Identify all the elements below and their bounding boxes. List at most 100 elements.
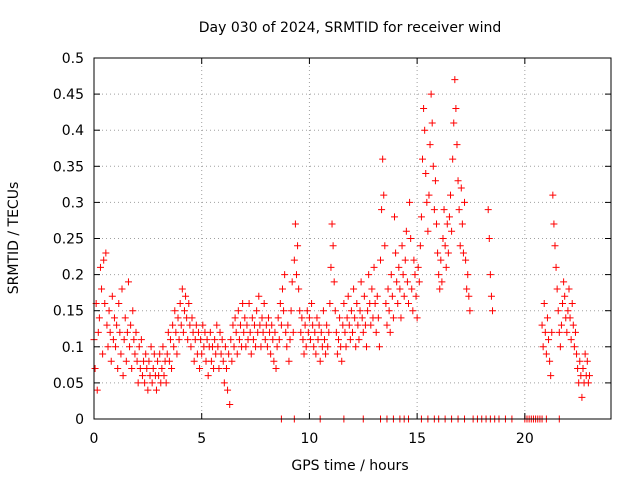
data-point: [554, 307, 562, 315]
data-point: [431, 177, 439, 185]
data-point: [551, 242, 559, 250]
data-point: [410, 256, 418, 264]
data-point: [487, 292, 495, 300]
data-point: [133, 357, 141, 365]
data-point: [287, 307, 295, 315]
data-point: [260, 299, 268, 307]
data-point: [403, 278, 411, 286]
data-point: [360, 292, 368, 300]
data-point: [374, 314, 382, 322]
data-point: [211, 336, 219, 344]
data-point: [422, 170, 430, 178]
data-point: [322, 350, 330, 358]
data-point: [331, 307, 339, 315]
data-point: [199, 321, 207, 329]
data-point: [300, 350, 308, 358]
data-point: [584, 379, 592, 387]
data-point: [548, 328, 556, 336]
data-point: [170, 343, 178, 351]
data-point: [192, 321, 200, 329]
data-point: [430, 206, 438, 214]
data-point: [367, 321, 375, 329]
data-point: [568, 299, 576, 307]
y-tick-label: 0.35: [53, 159, 84, 175]
data-point: [96, 263, 104, 271]
data-point: [243, 321, 251, 329]
data-point: [229, 321, 237, 329]
data-point: [409, 307, 417, 315]
data-point: [556, 343, 564, 351]
data-point: [234, 307, 242, 315]
data-point: [489, 307, 497, 315]
data-point: [416, 242, 424, 250]
data-point: [164, 328, 172, 336]
data-point: [358, 314, 366, 322]
data-point: [433, 220, 441, 228]
plot-frame: [93, 57, 612, 420]
data-point: [426, 141, 434, 149]
data-point: [303, 307, 311, 315]
data-point: [154, 357, 162, 365]
data-point: [553, 285, 561, 293]
data-point: [559, 299, 567, 307]
data-point: [271, 328, 279, 336]
data-point: [160, 372, 168, 380]
data-point: [144, 386, 152, 394]
data-point: [231, 314, 239, 322]
data-point: [396, 285, 404, 293]
data-point: [118, 285, 126, 293]
data-point: [316, 357, 324, 365]
data-point: [281, 271, 289, 279]
data-point: [354, 321, 362, 329]
data-point: [232, 328, 240, 336]
data-point: [357, 278, 365, 286]
data-point: [347, 307, 355, 315]
data-point: [91, 364, 99, 372]
data-point: [280, 307, 288, 315]
data-point: [365, 271, 373, 279]
data-point: [178, 285, 186, 293]
data-point: [345, 321, 353, 329]
data-point: [277, 321, 285, 329]
data-point: [132, 328, 140, 336]
data-point: [333, 350, 341, 358]
data-point: [324, 343, 332, 351]
data-point: [435, 271, 443, 279]
data-point: [276, 299, 284, 307]
data-point: [114, 364, 122, 372]
data-point: [359, 328, 367, 336]
data-point: [315, 321, 323, 329]
data-point: [454, 177, 462, 185]
data-point: [120, 336, 128, 344]
data-point: [441, 242, 449, 250]
data-point: [196, 364, 204, 372]
data-point: [135, 343, 143, 351]
data-point: [128, 364, 136, 372]
data-point: [421, 126, 429, 134]
data-point: [175, 336, 183, 344]
data-point: [240, 328, 248, 336]
data-point: [450, 119, 458, 127]
data-point: [253, 307, 261, 315]
data-point: [399, 271, 407, 279]
data-point: [424, 227, 432, 235]
data-point: [448, 227, 456, 235]
data-point: [119, 372, 127, 380]
data-point: [227, 336, 235, 344]
data-point: [158, 364, 166, 372]
data-point: [439, 235, 447, 242]
data-point: [438, 278, 446, 286]
data-point: [130, 336, 138, 344]
data-point: [402, 227, 410, 235]
data-point: [392, 249, 400, 257]
data-point: [412, 292, 420, 300]
chart-title: Day 030 of 2024, SRMTID for receiver win…: [199, 20, 502, 36]
data-point: [268, 321, 276, 329]
data-point: [95, 314, 103, 322]
data-point: [248, 314, 256, 322]
data-point: [308, 299, 316, 307]
data-point: [127, 321, 135, 329]
data-point: [218, 336, 226, 344]
y-tick-label: 0.45: [53, 87, 84, 103]
data-point: [442, 263, 450, 271]
